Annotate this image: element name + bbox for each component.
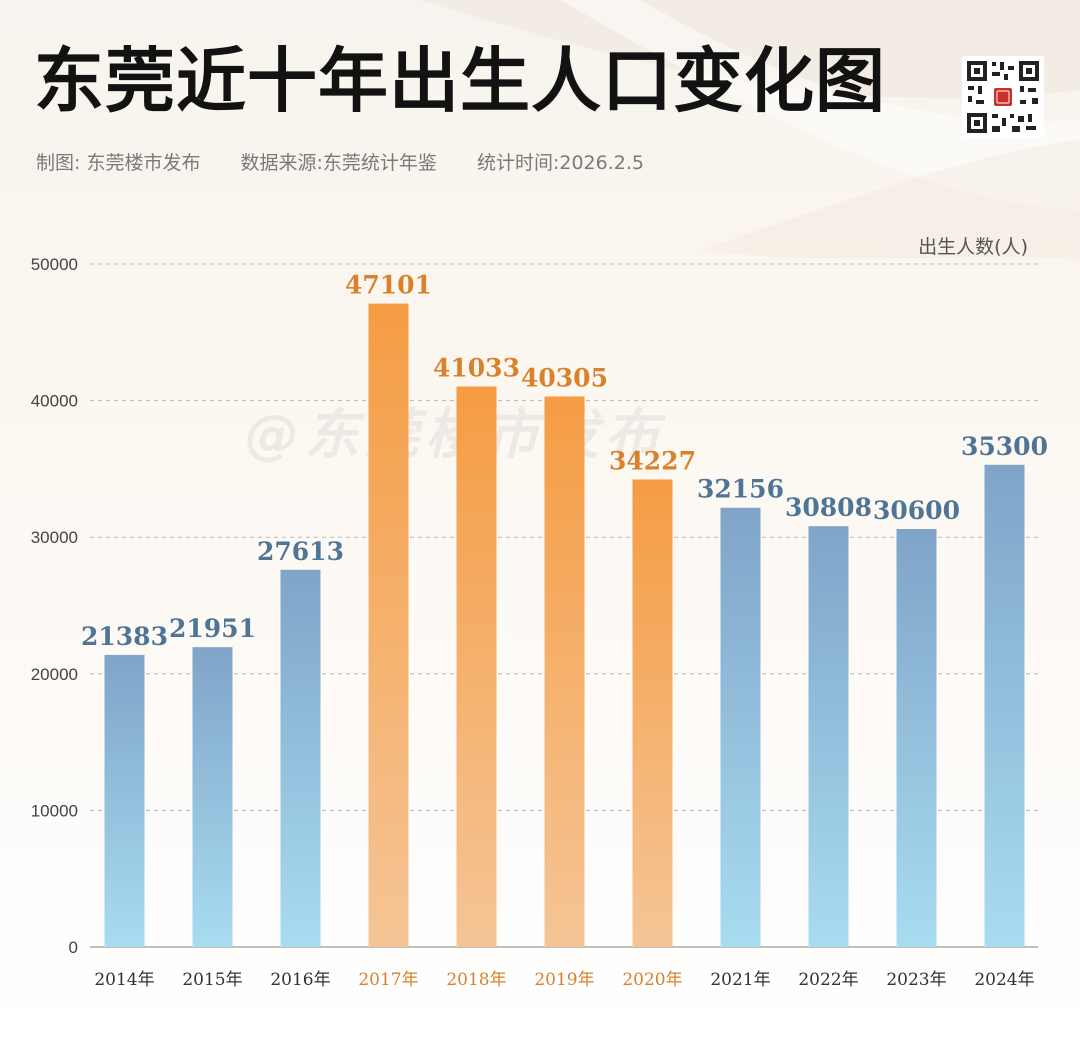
x-tick-label: 2015年 [182,970,242,990]
watermark: @东莞楼市发布 [245,403,665,466]
y-tick-label: 0 [69,938,78,957]
bar-2021年 [720,507,761,947]
x-tick-label: 2018年 [446,970,506,990]
x-tick-label: 2022年 [798,970,858,990]
value-label: 40305 [521,363,608,392]
value-label: 30600 [873,496,960,525]
bar-2020年 [632,479,673,947]
y-tick-label: 10000 [31,801,78,820]
value-label: 30808 [785,493,872,522]
value-label: 21383 [81,622,168,651]
x-tick-label: 2016年 [270,970,330,990]
bars [104,303,1025,947]
y-axis-unit-label: 出生人数(人) [918,236,1028,258]
value-label: 35300 [961,432,1048,461]
bar-2018年 [456,386,497,947]
x-tick-label: 2014年 [94,970,154,990]
bar-2023年 [896,529,937,947]
bar-2022年 [808,526,849,947]
x-tick-label: 2019年 [534,970,594,990]
value-label: 41033 [433,353,520,382]
x-tick-label: 2017年 [358,970,418,990]
chart-title: 东莞近十年出生人口变化图 [34,39,886,122]
stat-date: 统计时间:2026.2.5 [476,152,644,174]
value-label: 27613 [257,537,344,566]
bar-2017年 [368,303,409,947]
y-tick-label: 20000 [31,665,78,684]
y-axis-ticks: 0 10000 20000 30000 40000 50000 [31,255,78,957]
value-label: 47101 [345,271,432,300]
bar-2015年 [192,647,233,947]
bar-2014年 [104,654,145,947]
value-labels: 21383 21951 27613 47101 41033 40305 3422732156… [81,271,1048,651]
maker-credit: 制图: 东莞楼市发布 [36,152,201,174]
value-label: 34227 [609,446,696,475]
value-label: 21951 [169,614,256,643]
bar-2024年 [984,464,1025,947]
data-source: 数据来源:东莞统计年鉴 [240,152,437,174]
x-tick-label: 2023年 [886,970,946,990]
y-tick-label: 50000 [31,255,78,274]
y-tick-label: 30000 [31,528,78,547]
y-tick-label: 40000 [31,392,78,411]
bar-2016年 [280,569,321,947]
x-tick-label: 2021年 [710,970,770,990]
subtitle: 制图: 东莞楼市发布 数据来源:东莞统计年鉴 统计时间:2026.2.5 [36,148,678,175]
bar-2019年 [544,396,585,947]
qr-code-icon[interactable] [962,56,1044,138]
x-tick-label: 2020年 [622,970,682,990]
value-label: 32156 [697,475,784,504]
x-tick-label: 2024年 [974,970,1034,990]
x-axis-ticks: 2014年 2015年 2016年 2017年 2018年 2019年 2020年 2021年… [94,970,1034,990]
